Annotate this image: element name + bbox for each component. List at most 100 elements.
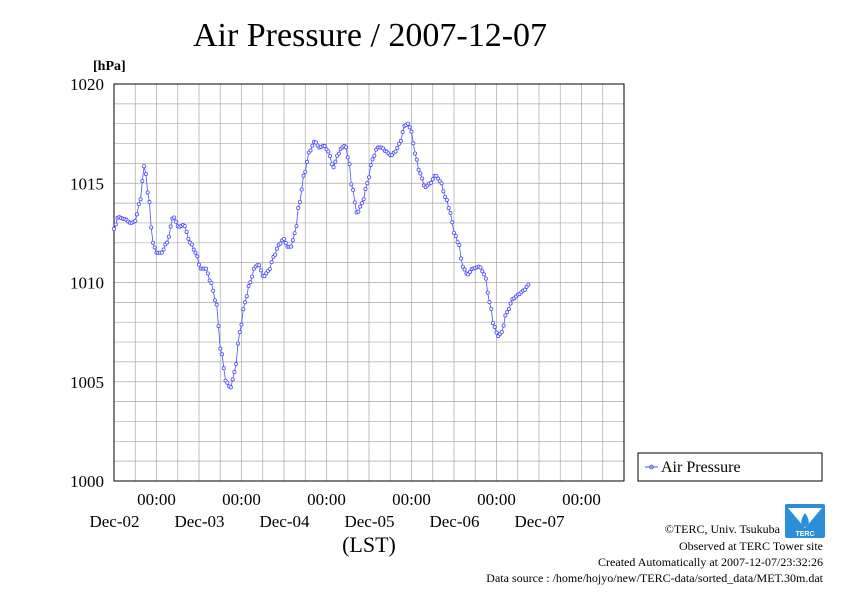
data-point xyxy=(490,321,495,326)
data-point xyxy=(398,138,403,143)
data-point xyxy=(460,264,465,269)
data-point xyxy=(370,157,375,162)
data-point xyxy=(308,148,313,153)
data-point xyxy=(173,219,178,224)
data-point xyxy=(182,224,187,229)
data-point xyxy=(409,129,414,134)
data-point xyxy=(232,369,237,374)
data-point xyxy=(218,346,223,351)
x-axis-label: (LST) xyxy=(342,532,396,557)
data-point xyxy=(166,234,171,239)
data-point xyxy=(274,246,279,251)
chart-title: Air Pressure / 2007-12-07 xyxy=(193,17,547,54)
legend: Air Pressure xyxy=(637,452,823,482)
data-point xyxy=(448,210,453,215)
data-point xyxy=(262,274,267,279)
data-point xyxy=(462,267,467,272)
data-point xyxy=(439,181,444,186)
data-point xyxy=(352,200,357,205)
data-point xyxy=(143,171,148,176)
data-point xyxy=(400,129,405,134)
data-point xyxy=(444,197,449,202)
x-tick-time-label: 00:00 xyxy=(392,490,431,509)
terc-logo: TERC xyxy=(785,504,825,538)
x-tick-date-label: Dec-03 xyxy=(174,512,224,531)
data-point xyxy=(482,272,487,277)
data-point xyxy=(237,330,242,335)
data-point xyxy=(492,324,497,329)
data-point xyxy=(393,149,398,154)
x-tick-time-label: 00:00 xyxy=(562,490,601,509)
data-point xyxy=(450,220,455,225)
data-point xyxy=(228,385,233,390)
data-point xyxy=(239,322,244,327)
data-point xyxy=(235,341,240,346)
data-point xyxy=(303,169,308,174)
data-point xyxy=(310,143,315,148)
data-point xyxy=(453,234,458,239)
data-point xyxy=(413,151,418,156)
data-point xyxy=(212,298,217,303)
data-point xyxy=(459,256,464,261)
data-point xyxy=(161,247,166,252)
data-point xyxy=(269,260,274,265)
y-axis-unit-label: [hPa] xyxy=(93,59,126,74)
data-point xyxy=(257,263,262,268)
x-axis-ticks: 00:00 Dec-02 00:00 Dec-03 00:00 Dec-04 00:00 De… xyxy=(89,490,600,531)
data-point xyxy=(522,287,527,292)
data-point xyxy=(244,294,249,299)
data-point xyxy=(172,215,177,220)
y-tick-label: 1015 xyxy=(70,174,104,193)
data-point xyxy=(451,230,456,235)
data-point xyxy=(361,197,366,202)
data-point xyxy=(418,171,423,176)
data-point xyxy=(358,204,363,209)
y-tick-label: 1005 xyxy=(70,373,104,392)
data-point xyxy=(414,157,419,162)
data-point xyxy=(301,173,306,178)
data-point xyxy=(136,202,141,207)
data-point xyxy=(506,306,511,311)
x-tick-time-label: 00:00 xyxy=(137,490,176,509)
x-tick-date-label: Dec-06 xyxy=(429,512,479,531)
data-point xyxy=(313,140,318,145)
data-point xyxy=(205,271,210,276)
x-tick-date-label: Dec-02 xyxy=(89,512,139,531)
data-point xyxy=(211,288,216,293)
data-point xyxy=(351,187,356,192)
data-point xyxy=(395,145,400,150)
data-point xyxy=(150,240,155,245)
data-point xyxy=(135,212,140,217)
data-point xyxy=(305,159,310,164)
data-point xyxy=(292,231,297,236)
vertical-gridlines xyxy=(134,84,604,481)
data-point xyxy=(347,162,352,167)
data-point xyxy=(420,176,425,181)
data-point xyxy=(478,265,483,270)
plot-frame xyxy=(113,83,625,482)
legend-box xyxy=(637,452,823,482)
data-point xyxy=(145,190,150,195)
data-point xyxy=(405,121,410,126)
x-tick-date-label: Dec-05 xyxy=(344,512,394,531)
data-point xyxy=(483,276,488,281)
data-point xyxy=(296,206,301,211)
data-point xyxy=(112,226,117,231)
data-point xyxy=(331,165,336,170)
data-point xyxy=(168,224,173,229)
data-point xyxy=(196,262,201,267)
data-point xyxy=(248,280,253,285)
data-point xyxy=(349,182,354,187)
data-point xyxy=(336,151,341,156)
data-point xyxy=(216,324,221,329)
y-tick-label: 1010 xyxy=(70,274,104,293)
data-point xyxy=(434,173,439,178)
x-tick-date-label: Dec-07 xyxy=(514,512,565,531)
data-point xyxy=(290,238,295,243)
data-point xyxy=(359,201,364,206)
data-point xyxy=(505,310,510,315)
y-tick-label: 1020 xyxy=(70,75,104,94)
data-point xyxy=(363,186,368,191)
data-point xyxy=(329,162,334,167)
